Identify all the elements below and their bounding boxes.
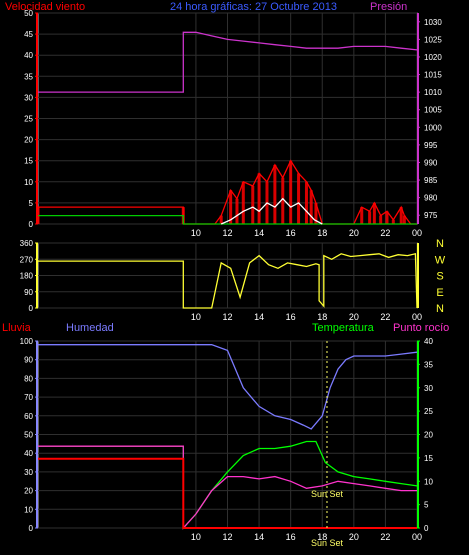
wind-pressure-right-tick-label: 985: [424, 176, 438, 185]
wind-pressure-right-tick-label: 1000: [424, 123, 442, 132]
wind-pressure-left-tick-label: 45: [24, 30, 33, 39]
wind-pressure-x-tick-label: 22: [380, 228, 390, 238]
wind-direction-compass-label: N: [436, 303, 444, 315]
wind-pressure-right-tick-label: 1025: [424, 35, 442, 44]
wind-pressure-right-tick-label: 975: [424, 211, 438, 220]
wind-pressure-left-tick-label: 0: [29, 220, 34, 229]
humidity-temperature-series-humedad: [38, 344, 418, 430]
humidity-temperature-x-tick-label: 22: [380, 532, 390, 542]
wind-pressure-left-tick-label: 25: [24, 115, 33, 124]
wind-direction-x-tick-label: 12: [222, 312, 232, 322]
wind-direction-x-tick-label: 20: [349, 312, 359, 322]
wind-speed-label: Velocidad viento: [5, 1, 85, 13]
wind-pressure-right-tick-label: 1005: [424, 106, 442, 115]
humidity-temperature-right-tick-label: 5: [424, 501, 429, 510]
humidity-temperature-left-tick-label: 70: [24, 393, 33, 402]
wind-direction-compass-label: N: [436, 238, 444, 250]
humidity-temperature-x-tick-label: 14: [254, 532, 264, 542]
humidity-temperature-left-tick-label: 10: [24, 505, 33, 514]
wind-pressure-series-media: [38, 214, 417, 225]
humidity-temperature-right-tick-label: 25: [424, 407, 433, 416]
humidity-temperature-left-tick-label: 50: [24, 431, 33, 440]
wind-direction-left-tick-label: 180: [20, 272, 34, 281]
wind-pressure-left-tick-label: 40: [24, 51, 33, 60]
wind-pressure-x-tick-label: 10: [191, 228, 201, 238]
wind-direction-x-tick-label: 18: [317, 312, 327, 322]
wind-direction-compass-label: W: [435, 254, 446, 266]
wind-pressure-x-tick-label: 14: [254, 228, 264, 238]
humidity-temperature-right-tick-label: 30: [424, 384, 433, 393]
humidity-temperature-x-tick-label: 00: [412, 532, 422, 542]
humidity-label: Humedad: [66, 322, 114, 334]
wind-pressure-left-tick-label: 35: [24, 72, 33, 81]
wind-pressure-x-tick-label: 20: [349, 228, 359, 238]
wind-pressure-left-tick-label: 15: [24, 157, 33, 166]
humidity-temperature-right-tick-label: 20: [424, 431, 433, 440]
wind-pressure-series-racha: [220, 197, 323, 225]
humidity-temperature-series-lluvia: [38, 457, 417, 529]
wind-pressure-x-tick-label: 00: [412, 228, 422, 238]
humidity-temperature-x-tick-label: 20: [349, 532, 359, 542]
wind-pressure-right-tick-label: 1020: [424, 53, 442, 62]
wind-direction-compass-label: S: [436, 271, 443, 283]
chart-title: 24 hora gráficas: 27 Octubre 2013: [170, 1, 337, 13]
axis-labels: 10 12 14 16 18 20 22 00051015202530354045509759…: [20, 9, 446, 542]
sunset-annotation: Sun Set: [311, 489, 344, 499]
humidity-temperature-left-tick-label: 100: [20, 337, 34, 346]
humidity-temperature-left-tick-label: 60: [24, 412, 33, 421]
wind-pressure-right-tick-label: 1030: [424, 18, 442, 27]
rain-label: Lluvia: [2, 322, 32, 334]
humidity-temperature-series-punto-rocío: [38, 445, 417, 530]
wind-direction-x-tick-label: 14: [254, 312, 264, 322]
humidity-temperature-x-tick-label: 16: [286, 532, 296, 542]
humidity-temperature-x-tick-label: 10: [191, 532, 201, 542]
humidity-temperature-right-tick-label: 15: [424, 454, 433, 463]
wind-pressure-x-tick-label: 12: [222, 228, 232, 238]
humidity-temperature-left-tick-label: 90: [24, 356, 33, 365]
wind-pressure-right-tick-label: 980: [424, 194, 438, 203]
wind-pressure-right-tick-label: 995: [424, 141, 438, 150]
dew-point-label: Punto rocío: [393, 322, 449, 334]
wind-direction-x-tick-label: 22: [380, 312, 390, 322]
wind-pressure-series-presión: [38, 31, 418, 93]
wind-direction-left-tick-label: 360: [20, 239, 34, 248]
humidity-temperature-left-tick-label: 20: [24, 487, 33, 496]
wind-pressure-left-tick-label: 30: [24, 93, 33, 102]
pressure-label: Presión: [370, 1, 407, 13]
humidity-temperature-left-tick-label: 0: [29, 524, 34, 533]
wind-direction-series-dirección-viento: [38, 252, 418, 309]
humidity-temperature-left-tick-label: 40: [24, 449, 33, 458]
wind-direction-x-tick-label: 10: [191, 312, 201, 322]
wind-direction-left-tick-label: 90: [24, 288, 33, 297]
humidity-temperature-right-tick-label: 0: [424, 524, 429, 533]
wind-pressure-left-tick-label: 5: [29, 199, 34, 208]
wind-direction-x-tick-label: 00: [412, 312, 422, 322]
sunset-tick-annotation: Sun Set: [311, 538, 344, 548]
wind-pressure-right-tick-label: 1010: [424, 88, 442, 97]
wind-pressure-x-tick-label: 16: [286, 228, 296, 238]
wind-pressure-left-tick-label: 20: [24, 136, 33, 145]
humidity-temperature-left-tick-label: 30: [24, 468, 33, 477]
wind-direction-compass-label: E: [436, 287, 443, 299]
temperature-label: Temperatura: [312, 322, 375, 334]
wind-direction-left-tick-label: 270: [20, 255, 34, 264]
humidity-temperature-right-tick-label: 35: [424, 360, 433, 369]
wind-pressure-x-tick-label: 18: [317, 228, 327, 238]
wind-pressure-left-tick-label: 50: [24, 9, 33, 18]
humidity-temperature-x-tick-label: 12: [222, 532, 232, 542]
humidity-temperature-x-tick-label: 18: [317, 532, 327, 542]
wind-direction-x-tick-label: 16: [286, 312, 296, 322]
wind-pressure-right-tick-label: 990: [424, 158, 438, 167]
wind-direction-left-tick-label: 0: [29, 304, 34, 313]
wind-pressure-right-tick-label: 1015: [424, 71, 442, 80]
wind-pressure-left-tick-label: 10: [24, 178, 33, 187]
humidity-temperature-right-tick-label: 10: [424, 477, 433, 486]
humidity-temperature-right-tick-label: 40: [424, 337, 433, 346]
humidity-temperature-left-tick-label: 80: [24, 374, 33, 383]
